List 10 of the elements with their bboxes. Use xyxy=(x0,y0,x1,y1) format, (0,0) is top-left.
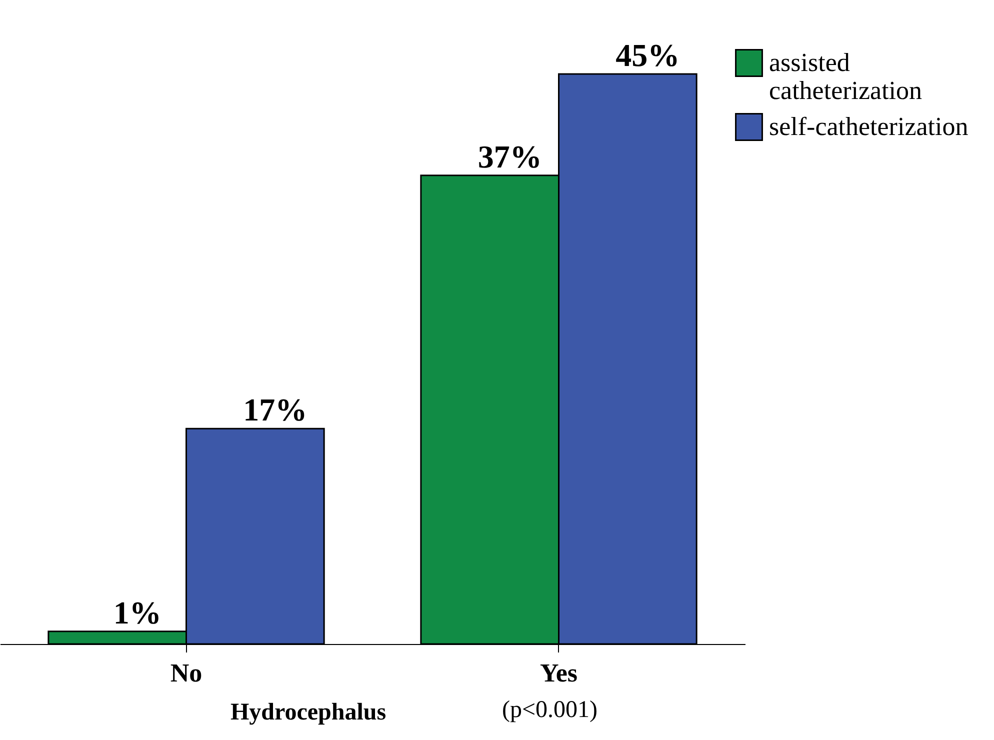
legend-label: assisted catheterization xyxy=(769,48,922,105)
data-label: 37% xyxy=(478,138,542,174)
text: (p<0.001) xyxy=(502,697,598,723)
data-label: 1% xyxy=(113,594,162,630)
legend-label: self-catheterization xyxy=(769,112,968,141)
x-tick-label: No xyxy=(170,658,202,688)
x-tick-label: Yes xyxy=(540,658,578,688)
data-label: 45% xyxy=(616,37,680,73)
data-label: 17% xyxy=(243,392,308,428)
x-axis-title: Hydrocephalus xyxy=(230,700,386,726)
